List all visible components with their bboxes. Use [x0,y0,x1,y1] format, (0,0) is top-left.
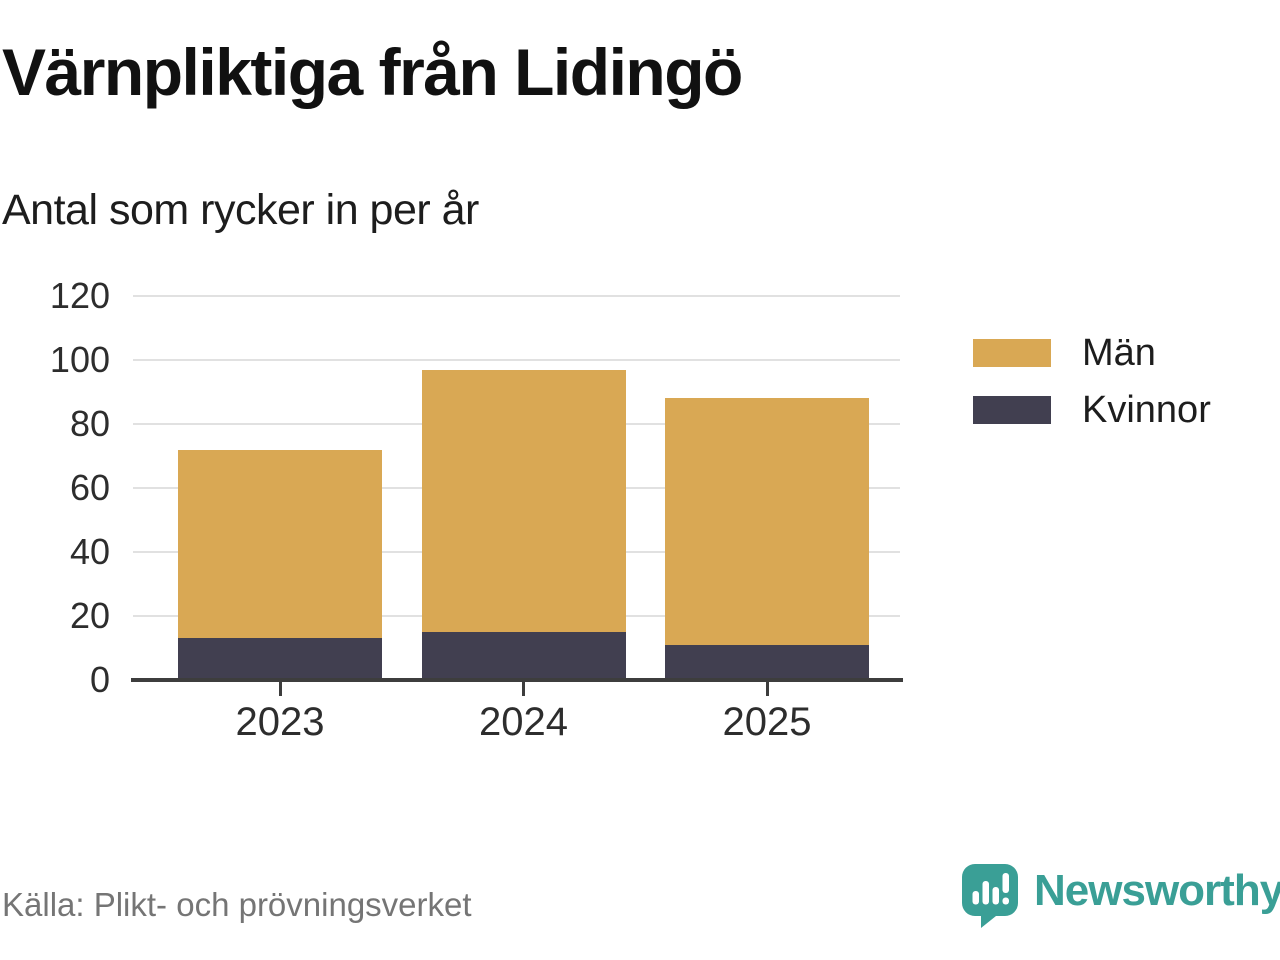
legend-swatch [973,339,1051,367]
y-axis-tick-label: 60 [69,467,110,508]
legend-swatch [973,396,1051,424]
gridline-y120 [133,295,900,297]
legend-label: Kvinnor [1082,389,1211,431]
x-axis-tick-label: 2025 [722,700,812,744]
legend-label: Män [1082,332,1156,374]
y-axis-tick-label: 0 [89,659,110,700]
bar-2024-kvinnor [421,632,626,680]
newsworthy-wordmark: Newsworthy [1034,866,1280,915]
y-axis-tick-label: 20 [69,595,110,636]
chart-title: Värnpliktiga från Lidingö [2,35,743,109]
y-axis-tick-label: 40 [69,531,110,572]
bar-2025-kvinnor [665,644,869,680]
x-axis-tick-label: 2024 [479,700,568,744]
source-note: Källa: Plikt- och prövningsverket [2,886,472,923]
chart-subtitle: Antal som rycker in per år [2,186,479,234]
x-axis-tick-mark [765,682,769,696]
legend-item-kvinnor: Kvinnor [973,391,1211,429]
y-axis-tick-label: 120 [49,275,110,316]
bar-2025-män [665,398,869,645]
newsworthy-bubble-bar-chart-icon [962,864,1018,928]
x-axis-tick-mark [522,682,525,696]
y-axis-tick-label: 80 [69,403,110,444]
newsworthy-logo: Newsworthy [962,864,1280,928]
y-axis-tick-label: 100 [49,339,110,380]
bar-2023-kvinnor [178,638,382,680]
bar-2023-män [178,449,382,639]
bar-2024-män [421,369,626,632]
plot-area: 0 20 40 60 80 100 120 2023 2024 2025 [50,277,903,744]
x-axis-tick-label: 2023 [235,700,325,744]
x-axis-tick-mark [278,682,282,696]
x-axis-line [131,678,903,682]
gridline-y100 [133,359,900,361]
legend-item-män: Män [973,334,1211,372]
legend: Män Kvinnor [973,334,1211,453]
